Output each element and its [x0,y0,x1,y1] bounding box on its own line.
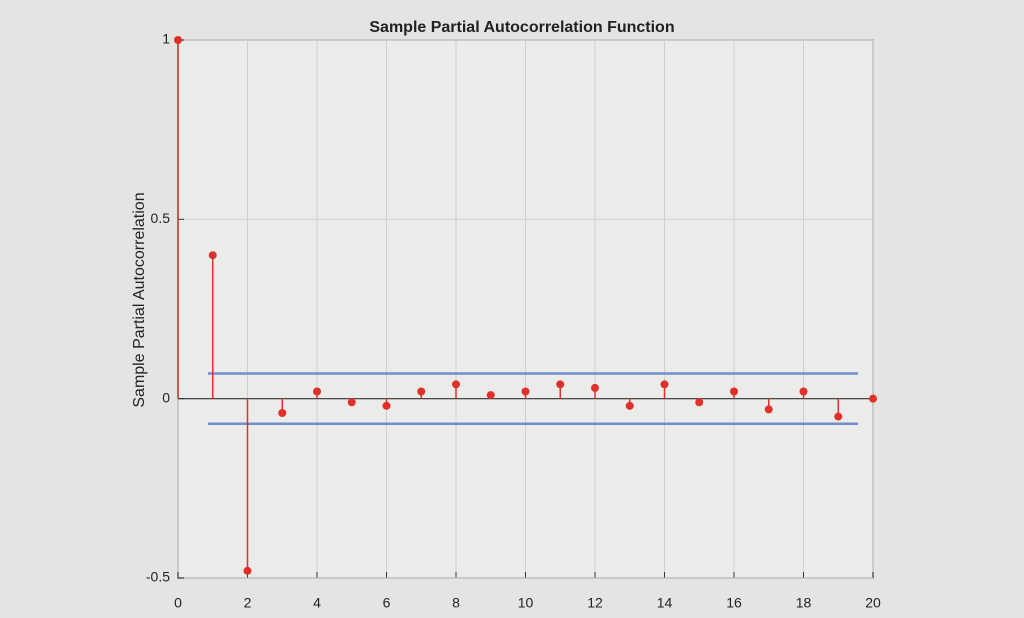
x-tick-label: 4 [313,595,321,611]
x-tick-label: 8 [452,595,460,611]
stem-marker [382,401,391,410]
stem-marker [347,398,356,407]
y-tick-label: 0.5 [151,210,171,226]
stem-marker [695,398,704,407]
x-tick-label: 16 [726,595,742,611]
x-tick-label: 20 [865,595,881,611]
stem-marker [417,387,426,396]
x-tick-label: 14 [657,595,673,611]
stem-marker [243,566,252,575]
x-tick-label: 6 [383,595,391,611]
stem-marker [278,409,287,418]
stem-marker [521,387,530,396]
stem-marker [174,36,182,44]
stem-marker [660,380,669,389]
chart-title: Sample Partial Autocorrelation Function [369,19,674,36]
x-tick-label: 2 [244,595,252,611]
stem-marker [869,394,877,403]
stem-marker [452,380,460,389]
stem-marker [313,387,321,396]
stem-marker [556,380,565,389]
x-tick-label: 12 [587,595,603,611]
y-tick-label: 0 [162,389,170,405]
y-tick-label: -0.5 [146,569,170,585]
stem-marker [486,391,495,400]
stem-marker [730,387,738,396]
x-tick-label: 10 [518,595,534,611]
stem-marker [834,412,843,421]
stem-marker [591,383,599,392]
x-tick-label: 0 [174,595,182,611]
x-tick-label: 18 [796,595,812,611]
y-tick-label: 1 [162,31,170,47]
stem-marker [625,401,634,410]
stem-marker [764,405,773,414]
y-axis-label: Sample Partial Autocorrelation [131,192,148,407]
stem-marker [799,387,808,396]
stem-marker [208,251,217,260]
